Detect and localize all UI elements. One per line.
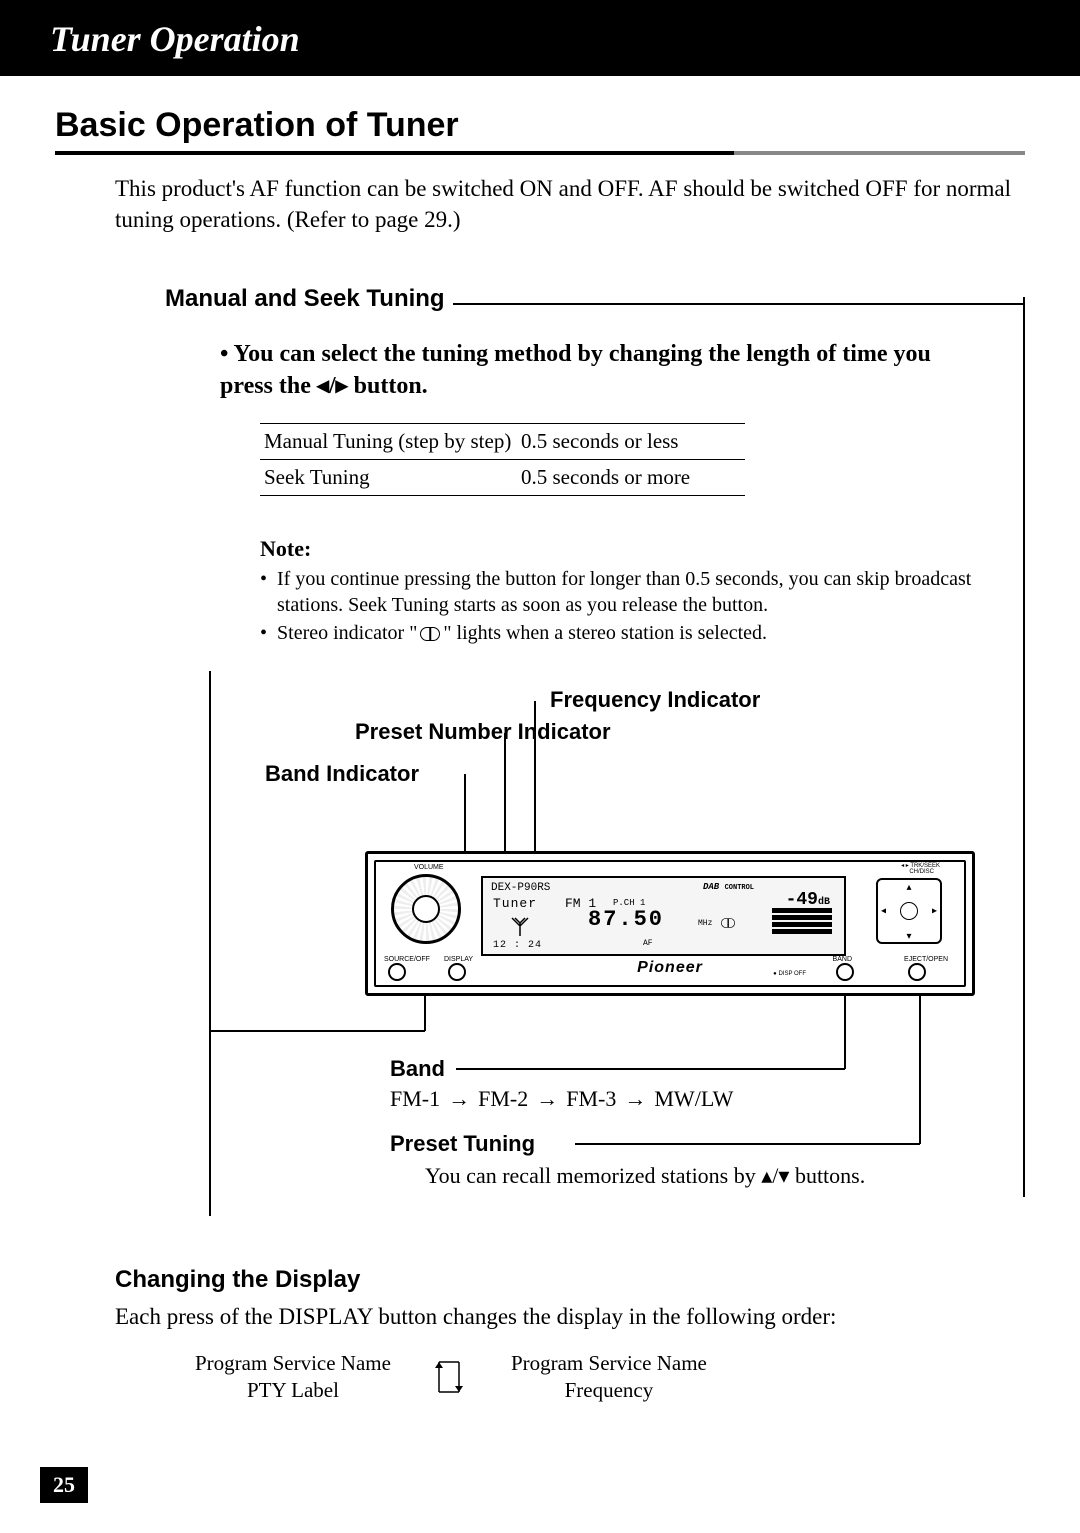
band-btn-label: BAND [833,956,852,963]
display-order-col: Program Service Name Frequency [511,1350,707,1405]
display-order-col: Program Service Name PTY Label [195,1350,391,1405]
note-text: Stereo indicator "" lights when a stereo… [277,620,767,646]
table-row: Manual Tuning (step by step) 0.5 seconds… [260,423,745,459]
display-order-diagram: Program Service Name PTY Label Program S… [195,1350,1025,1405]
changing-display-block: Changing the Display Each press of the D… [115,1266,1025,1405]
table-cell-duration: 0.5 seconds or more [521,465,741,490]
section-title: Basic Operation of Tuner [55,106,1025,155]
stereo-icon [420,627,440,641]
band-button [836,963,854,981]
chapter-header: Tuner Operation [0,0,1080,76]
down-arrow-icon: ▾ [906,931,911,942]
changing-display-text: Each press of the DISPLAY button changes… [115,1304,1025,1330]
table-cell-duration: 0.5 seconds or less [521,429,741,454]
display-line: Frequency [511,1377,707,1404]
eject-button [908,963,926,981]
af-indicator: AF [643,939,653,948]
note-item: If you continue pressing the button for … [260,566,985,618]
up-arrow-icon: ▴ [906,882,911,893]
freq-unit: MHz [698,919,712,928]
car-stereo-device: VOLUME SOURCE/OFF DISPLAY DEX-P90RS DAB … [365,851,975,996]
brand-logo: Pioneer [637,959,703,977]
source-button [388,963,406,981]
disp-off-label: ● DISP OFF [773,971,806,977]
band-sequence: FM-1→ FM-2→ FM-3→ MW/LW [390,1086,733,1112]
callout-preset-number-indicator: Preset Number Indicator [355,719,611,745]
left-arrow-icon: ◂ [881,905,886,916]
source-label: SOURCE/OFF [384,956,430,963]
cycle-arrow-icon [431,1352,471,1402]
display-button [448,963,466,981]
tuning-table: Manual Tuning (step by step) 0.5 seconds… [260,423,745,496]
level-display: -49dB [786,890,830,910]
page-number: 25 [40,1467,88,1503]
table-row: Seek Tuning 0.5 seconds or more [260,459,745,496]
band-item: FM-1 [390,1086,440,1112]
band-item: MW/LW [654,1086,733,1112]
manual-seek-heading: Manual and Seek Tuning [165,285,445,313]
chapter-title: Tuner Operation [50,19,300,59]
changing-display-heading: Changing the Display [115,1266,1025,1294]
device-diagram: Frequency Indicator Preset Number Indica… [165,671,1025,1251]
device-inner: VOLUME SOURCE/OFF DISPLAY DEX-P90RS DAB … [374,860,966,987]
tuning-method-lead: • You can select the tuning method by ch… [220,338,985,403]
note-heading: Note: [260,536,985,562]
antenna-icon [508,914,532,938]
stereo-indicator-icon [721,918,735,928]
source-display: Tuner [493,896,537,911]
band-item: FM-2 [478,1086,528,1112]
note-block: Note: If you continue pressing the butto… [260,536,985,646]
direction-pad: ▴ ▾ ◂ ▸ [876,878,942,944]
display-line: Program Service Name [511,1350,707,1377]
display-line: Program Service Name [195,1350,391,1377]
frequency-display: 87.50 [588,907,664,932]
note-item: Stereo indicator "" lights when a stereo… [260,620,985,646]
note-text: If you continue pressing the button for … [277,566,985,618]
model-label: DEX-P90RS [491,882,550,894]
level-meter-icon [772,908,832,938]
table-cell-method: Seek Tuning [264,465,521,490]
lcd-screen: DEX-P90RS DAB CONTROL Tuner FM 1 P.CH 1 … [481,876,846,956]
trk-seek-label: ◂ ▸ TRK/SEEK [901,862,940,869]
page-content: Basic Operation of Tuner This product's … [0,76,1080,1404]
band-heading: Band [390,1056,445,1082]
heading-rule [453,303,1025,305]
preset-tuning-heading: Preset Tuning [390,1131,535,1157]
display-line: PTY Label [195,1377,391,1404]
manual-seek-block: Manual and Seek Tuning • You can select … [165,285,1025,1251]
dab-label: DAB CONTROL [703,882,754,892]
right-arrow-icon: ▸ [932,905,937,916]
eject-label: EJECT/OPEN [904,956,948,963]
intro-text: This product's AF function can be switch… [115,173,1025,235]
callout-frequency-indicator: Frequency Indicator [550,687,760,713]
table-cell-method: Manual Tuning (step by step) [264,429,521,454]
volume-label: VOLUME [414,864,444,871]
display-label: DISPLAY [444,956,473,963]
volume-knob [391,874,461,944]
clock-display: 12 : 24 [493,940,542,951]
callout-band-indicator: Band Indicator [265,761,419,787]
ch-disc-label: CH/DISC [909,869,934,875]
preset-tuning-text: You can recall memorized stations by ▴/▾… [425,1163,865,1189]
band-item: FM-3 [566,1086,616,1112]
